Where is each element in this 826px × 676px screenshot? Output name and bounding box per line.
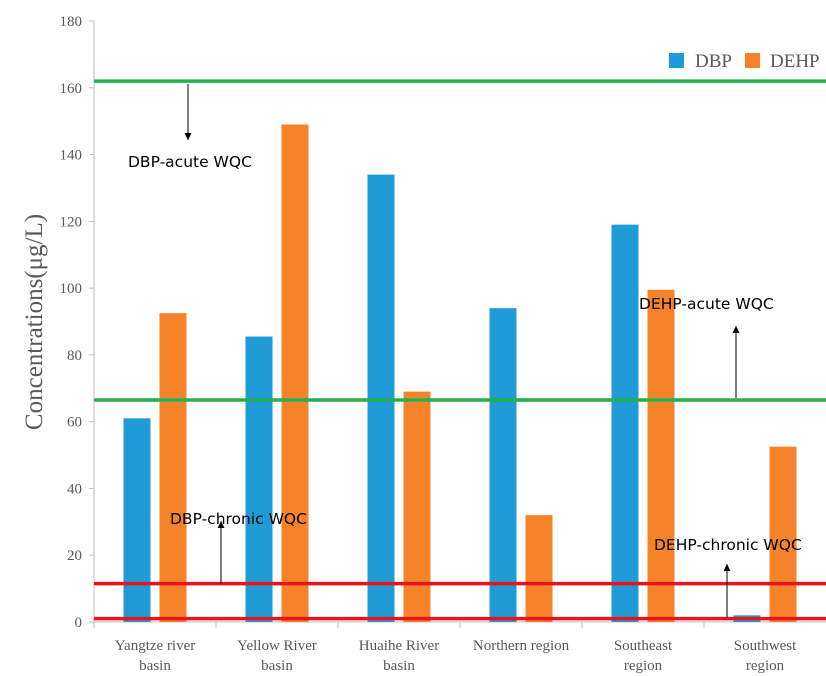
bar-dehp <box>525 515 553 622</box>
bar-dehp <box>281 124 309 622</box>
x-tick-label: region <box>746 658 785 674</box>
threshold-label: DBP-acute WQC <box>128 153 252 171</box>
bar-dehp <box>159 313 187 622</box>
x-tick-label: Northern region <box>473 638 570 654</box>
threshold-label: DEHP-acute WQC <box>639 295 774 313</box>
y-tick-label: 20 <box>67 548 82 564</box>
x-tick-label: Yellow River <box>237 638 317 654</box>
x-tick-label: basin <box>261 658 293 674</box>
threshold-label: DBP-chronic WQC <box>170 510 307 528</box>
threshold-label: DEHP-chronic WQC <box>654 536 802 554</box>
arrowhead <box>723 564 731 571</box>
legend-label-dehp: DEHP <box>770 51 820 72</box>
y-tick-label: 140 <box>60 148 83 164</box>
y-tick-label: 180 <box>60 14 83 30</box>
x-tick-label: Huaihe River <box>359 638 439 654</box>
chart-axes: 0 20 40 60 80 100 120 140 160 180 Yangtze river bas… <box>60 14 826 674</box>
bar-dbp <box>611 224 639 622</box>
x-tick-label: basin <box>139 658 171 674</box>
y-tick-label: 60 <box>67 415 82 431</box>
arrowhead <box>184 133 192 140</box>
legend-swatch-dbp <box>669 53 684 68</box>
legend-label-dbp: DBP <box>695 51 732 72</box>
bar-dbp <box>245 336 273 622</box>
y-tick-label: 120 <box>60 214 83 230</box>
y-tick-label: 80 <box>67 348 82 364</box>
bar-dehp <box>647 289 675 622</box>
y-tick-label: 40 <box>67 481 82 497</box>
bar-dbp <box>489 308 517 622</box>
bar-dehp <box>769 446 797 622</box>
y-tick-label: 100 <box>60 281 83 297</box>
bar-dbp <box>123 418 151 622</box>
x-tick-label: basin <box>383 658 415 674</box>
y-axis-title: Concentrations(μg/L) <box>21 214 48 430</box>
legend-swatch-dehp <box>745 53 760 68</box>
x-tick-label: Yangtze river <box>115 638 196 654</box>
bar-dehp <box>403 391 431 622</box>
x-tick-label: Southwest <box>734 638 797 654</box>
y-tick-label: 160 <box>60 81 83 97</box>
arrowhead <box>217 521 225 528</box>
y-tick-label: 0 <box>75 615 83 631</box>
x-tick-label: Southeast <box>614 638 673 654</box>
chart-legend: DBP DEHP <box>669 51 820 72</box>
x-tick-label: region <box>624 658 663 674</box>
threshold-lines: DBP-acute WQC DEHP-acute WQC DBP-chronic W… <box>94 79 826 621</box>
arrowhead <box>732 326 740 333</box>
